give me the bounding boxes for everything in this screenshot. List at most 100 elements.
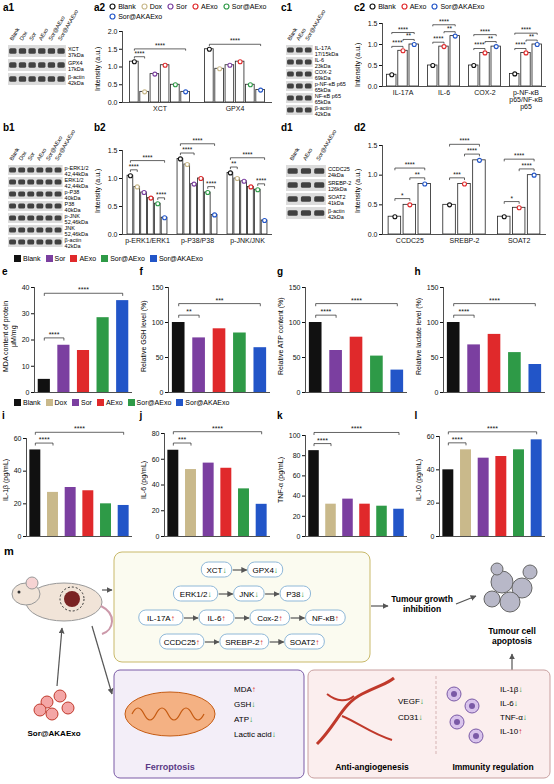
- svg-text:42kDa: 42kDa: [328, 214, 345, 220]
- svg-text:**: **: [488, 35, 494, 42]
- svg-text:GSH↓: GSH↓: [234, 700, 255, 709]
- svg-text:****: ****: [212, 425, 223, 432]
- svg-text:p-ERK1/ERK1: p-ERK1/ERK1: [125, 237, 170, 245]
- svg-text:50: 50: [293, 354, 301, 361]
- svg-text:****: ****: [39, 436, 50, 443]
- svg-text:42kDa: 42kDa: [315, 111, 332, 117]
- svg-text:20: 20: [426, 499, 434, 506]
- svg-text:****: ****: [230, 37, 241, 44]
- svg-text:****: ****: [467, 147, 478, 154]
- svg-text:****: ****: [129, 163, 140, 170]
- svg-text:0.5: 0.5: [108, 81, 118, 88]
- svg-text:40: 40: [22, 284, 30, 291]
- svg-text:*: *: [401, 192, 404, 199]
- svg-text:Immunity regulation: Immunity regulation: [452, 762, 533, 772]
- svg-text:XCT↓: XCT↓: [207, 566, 227, 575]
- svg-text:20: 20: [14, 500, 22, 507]
- svg-text:0: 0: [434, 389, 438, 396]
- svg-text:IL-1β↓: IL-1β↓: [500, 685, 522, 694]
- svg-text:****: ****: [155, 42, 166, 49]
- svg-text:0: 0: [159, 389, 163, 396]
- svg-text:0.5: 0.5: [368, 62, 378, 69]
- svg-text:d1: d1: [281, 122, 293, 133]
- svg-text:80: 80: [151, 430, 159, 437]
- svg-text:42,44kDa: 42,44kDa: [65, 183, 89, 189]
- svg-text:****: ****: [192, 137, 203, 144]
- svg-text:m: m: [4, 545, 14, 557]
- svg-text:40kDa: 40kDa: [65, 195, 82, 201]
- svg-text:p-JNK/JNK: p-JNK/JNK: [230, 237, 265, 245]
- svg-text:GPX4↓: GPX4↓: [253, 566, 278, 575]
- svg-text:60: 60: [14, 435, 22, 442]
- svg-text:40kDa: 40kDa: [65, 207, 82, 213]
- svg-text:100: 100: [426, 319, 438, 326]
- svg-text:p-P38/P38: p-P38/P38: [181, 237, 214, 245]
- svg-text:**: **: [406, 32, 412, 39]
- svg-text:****: ****: [392, 39, 403, 46]
- svg-text:****: ****: [182, 146, 193, 153]
- svg-text:****: ****: [142, 154, 153, 161]
- svg-text:****: ****: [474, 41, 485, 48]
- svg-text:42,44kDa: 42,44kDa: [65, 171, 89, 177]
- svg-text:10: 10: [22, 362, 30, 369]
- svg-text:apoptosis: apoptosis: [492, 636, 532, 646]
- svg-text:23kDa: 23kDa: [315, 63, 332, 69]
- svg-text:**: **: [415, 171, 421, 178]
- svg-text:JNK↓: JNK↓: [239, 590, 258, 599]
- svg-text:*: *: [510, 195, 513, 202]
- svg-text:80: 80: [293, 452, 301, 459]
- svg-text:****: ****: [242, 151, 253, 158]
- svg-text:IL-6↑: IL-6↑: [208, 614, 226, 623]
- svg-text:Dox: Dox: [18, 30, 28, 42]
- svg-text:150: 150: [426, 284, 438, 291]
- svg-text:VEGF↓: VEGF↓: [398, 697, 424, 706]
- svg-text:****: ****: [522, 162, 533, 169]
- svg-text:0: 0: [26, 389, 30, 396]
- svg-text:ERK1/2↓: ERK1/2↓: [180, 590, 212, 599]
- svg-text:37kDa: 37kDa: [68, 52, 85, 58]
- svg-text:****: ****: [74, 425, 85, 432]
- svg-text:P38↓: P38↓: [286, 590, 304, 599]
- svg-text:65kDa: 65kDa: [315, 87, 332, 93]
- svg-text:150: 150: [289, 284, 301, 291]
- svg-text:0.5: 0.5: [108, 203, 118, 210]
- svg-text:****: ****: [514, 152, 525, 159]
- svg-text:150: 150: [151, 284, 163, 291]
- svg-text:0: 0: [430, 533, 434, 540]
- svg-text:****: ****: [78, 286, 89, 293]
- svg-text:Sor: Sor: [28, 31, 38, 42]
- svg-text:Sor: Sor: [26, 151, 36, 162]
- svg-text:***: ***: [453, 171, 461, 178]
- svg-text:1.5: 1.5: [368, 20, 378, 27]
- svg-text:100: 100: [151, 319, 163, 326]
- svg-text:CCDC25: CCDC25: [396, 237, 424, 244]
- svg-text:SOAT2: SOAT2: [508, 237, 531, 244]
- svg-text:GPX4: GPX4: [226, 105, 245, 112]
- svg-text:COX-2: COX-2: [474, 89, 496, 96]
- svg-text:0.0: 0.0: [368, 231, 378, 238]
- svg-text:SREBP-2: SREBP-2: [450, 237, 480, 244]
- svg-text:50: 50: [430, 354, 438, 361]
- svg-text:****: ****: [256, 177, 267, 184]
- svg-text:1.5: 1.5: [368, 142, 378, 149]
- svg-text:Ferroptosis: Ferroptosis: [145, 762, 195, 772]
- svg-text:20: 20: [22, 336, 30, 343]
- svg-text:****: ****: [320, 308, 331, 315]
- svg-text:b1: b1: [3, 122, 15, 133]
- svg-text:60: 60: [293, 472, 301, 479]
- svg-text:0.0: 0.0: [108, 231, 118, 238]
- svg-text:Sor@AKAExo: Sor@AKAExo: [304, 9, 327, 42]
- svg-text:1.0: 1.0: [108, 175, 118, 182]
- svg-text:0: 0: [297, 389, 301, 396]
- svg-text:TNF-α↓: TNF-α↓: [500, 713, 527, 722]
- svg-text:IL-6: IL-6: [438, 89, 450, 96]
- svg-text:IL-17A: IL-17A: [393, 89, 414, 96]
- svg-text:40: 40: [14, 467, 22, 474]
- svg-text:****: ****: [156, 191, 167, 198]
- svg-text:60: 60: [426, 433, 434, 440]
- svg-text:0.0: 0.0: [108, 99, 118, 106]
- svg-text:126kDa: 126kDa: [328, 186, 348, 192]
- svg-text:100: 100: [289, 432, 301, 439]
- svg-text:**: **: [186, 308, 192, 315]
- svg-text:Anti-angiogenesis: Anti-angiogenesis: [335, 762, 409, 772]
